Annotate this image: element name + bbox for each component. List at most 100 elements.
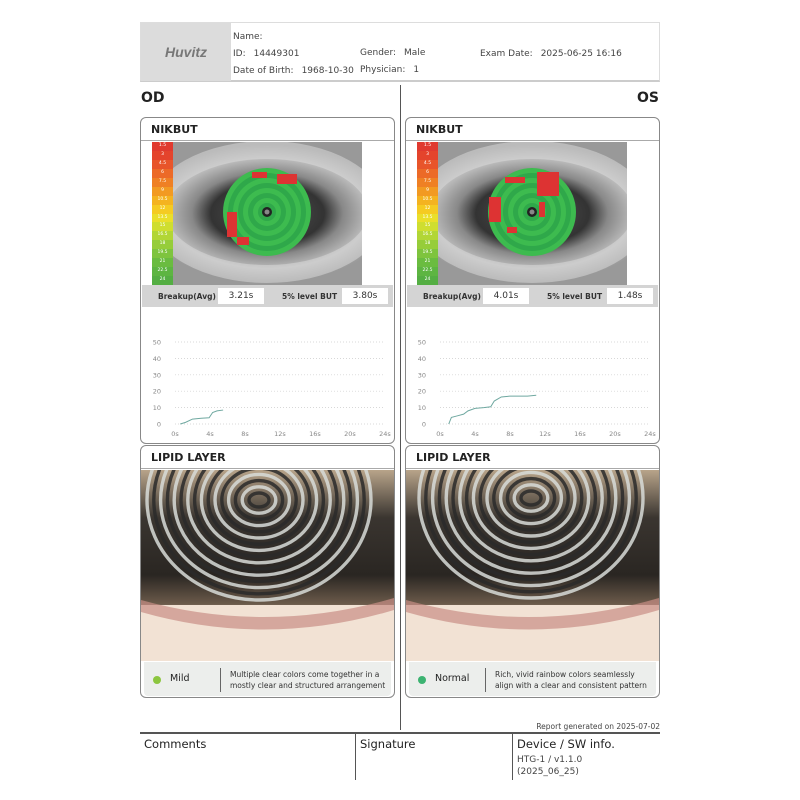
x-tick-label: 4s (471, 430, 479, 438)
x-tick-label: 24s (379, 430, 391, 438)
colorbar-step: 24 (417, 276, 438, 285)
colorbar-step: 4.5 (152, 159, 173, 169)
huvitz-logo: Huvitz (141, 23, 231, 81)
gender-label: Gender: (360, 48, 397, 58)
colorbar-step: 6 (152, 168, 173, 178)
physician-field: Physician: 1 (360, 65, 419, 75)
colorbar-step: 19.5 (152, 249, 173, 259)
x-tick-label: 16s (574, 430, 586, 438)
x-tick-label: 20s (344, 430, 356, 438)
breakup-curve (180, 409, 224, 425)
os-lipid-panel: LIPID LAYER Normal Rich, vivid rainbow c… (405, 445, 660, 698)
od-nikbut-image: 1.5 3 4.5 6 7.5 9 10.5 12 13.5 15 16.5 18 19.5 21 22.5… (152, 142, 362, 285)
colorbar-step: 10.5 (152, 195, 173, 205)
physician-value: 1 (413, 65, 420, 75)
comments-cell[interactable]: Comments (140, 734, 355, 780)
name-label: Name: (233, 32, 263, 42)
os-nikbut-stats: Breakup(Avg) 4.01s 5% level BUT 1.48s (407, 285, 658, 307)
report-generated: Report generated on 2025-07-02 (536, 722, 660, 731)
y-tick-label: 40 (418, 355, 426, 363)
y-tick-label: 20 (418, 388, 426, 396)
y-tick-label: 30 (418, 371, 426, 379)
device-info-cell: Device / SW info. HTG-1 / v1.1.0 (2025_06… (512, 734, 660, 780)
dob-field: Date of Birth: 1968-10-30 (233, 66, 354, 76)
id-label: ID: (233, 49, 246, 59)
od-lipid-panel: LIPID LAYER Mild Multiple clear colors c… (140, 445, 395, 698)
colorbar-step: 21 (152, 258, 173, 268)
grade-description: Multiple clear colors come together in a… (230, 670, 386, 690)
footer-table: Comments Signature Device / SW info. HTG… (140, 732, 660, 780)
colorbar-step: 9 (152, 186, 173, 196)
x-tick-label: 8s (506, 430, 514, 438)
id-field: ID: 14449301 (233, 49, 299, 59)
x-tick-label: 4s (206, 430, 214, 438)
gender-value: Male (404, 48, 426, 58)
x-tick-label: 12s (274, 430, 286, 438)
colorbar-step: 12 (152, 204, 173, 214)
x-tick-label: 12s (539, 430, 551, 438)
x-tick-label: 0s (171, 430, 179, 438)
device-build-date: (2025_06_25) (517, 767, 579, 777)
colorbar-step: 19.5 (417, 249, 438, 259)
colorbar-step: 18 (152, 240, 173, 250)
colorbar-step: 3 (152, 150, 173, 160)
os-nikbut-panel: NIKBUT 1.5 3 4.5 6 7.5 9 10.5 12 13.5 15 16.5 18 19.… (405, 117, 660, 444)
y-tick-label: 50 (153, 339, 161, 347)
x-tick-label: 24s (644, 430, 656, 438)
od-label: OD (141, 90, 165, 106)
signature-cell[interactable]: Signature (355, 734, 512, 780)
colorbar-step: 22.5 (152, 267, 173, 277)
os-nikbut-image: 1.5 3 4.5 6 7.5 9 10.5 12 13.5 15 16.5 18 19.5 21 22.5… (417, 142, 627, 285)
breakup-curve (448, 394, 537, 425)
os-label: OS (637, 90, 659, 106)
colorbar-step: 18 (417, 240, 438, 250)
od-lipid-image (141, 446, 394, 661)
colorbar-legend: 1.5 3 4.5 6 7.5 9 10.5 12 13.5 15 16.5 18 19.5 21 22.5… (417, 142, 438, 285)
y-tick-label: 50 (418, 339, 426, 347)
od-nikbut-stats: Breakup(Avg) 3.21s 5% level BUT 3.80s (142, 285, 393, 307)
tear-breakup-map (152, 142, 362, 283)
colorbar-step: 15 (417, 222, 438, 232)
y-tick-label: 0 (422, 421, 426, 429)
grade-dot-icon (418, 676, 426, 684)
lipid-interference-rings (141, 446, 394, 661)
dob-value: 1968-10-30 (301, 66, 354, 76)
od-lipid-grade: Mild Multiple clear colors come together… (144, 662, 391, 696)
grade-description: Rich, vivid rainbow colors seamlessly al… (495, 670, 647, 690)
nikbut-title: NIKBUT (406, 118, 659, 141)
breakup-avg-value: 4.01s (483, 288, 529, 304)
patient-header: Huvitz Name: ID: 14449301 Date of Birth: 1… (140, 22, 660, 82)
x-tick-label: 0s (436, 430, 444, 438)
colorbar-step: 9 (417, 186, 438, 196)
exam-date-value: 2025-06-25 16:16 (540, 49, 622, 59)
signature-label: Signature (360, 737, 416, 751)
colorbar-step: 10.5 (417, 195, 438, 205)
os-lipid-image (406, 446, 659, 661)
od-nikbut-panel: NIKBUT 1.5 3 4.5 6 7.5 9 10.5 12 13.5 15 16.5 18 19.… (140, 117, 395, 444)
y-tick-label: 40 (153, 355, 161, 363)
level-but-label: 5% level BUT (547, 292, 603, 301)
breakup-avg-label: Breakup(Avg) (158, 292, 216, 301)
separator (485, 668, 486, 692)
breakup-region (489, 172, 559, 233)
grade-label: Normal (435, 673, 470, 684)
os-lipid-grade: Normal Rich, vivid rainbow colors seamle… (409, 662, 656, 696)
colorbar-step: 22.5 (417, 267, 438, 277)
colorbar-step: 4.5 (417, 159, 438, 169)
device-info-title: Device / SW info. (517, 737, 615, 751)
tear-breakup-map (417, 142, 627, 283)
colorbar-step: 13.5 (152, 213, 173, 223)
lipid-title: LIPID LAYER (406, 446, 659, 469)
colorbar-step: 6 (417, 168, 438, 178)
physician-label: Physician: (360, 65, 406, 75)
exam-date-field: Exam Date: 2025-06-25 16:16 (480, 49, 622, 59)
name-field: Name: (233, 32, 271, 42)
colorbar-step: 16.5 (152, 231, 173, 241)
lipid-title: LIPID LAYER (141, 446, 394, 469)
x-tick-label: 8s (241, 430, 249, 438)
colorbar-step: 1.5 (152, 142, 173, 151)
breakup-avg-label: Breakup(Avg) (423, 292, 481, 301)
colorbar-step: 21 (417, 258, 438, 268)
colorbar-step: 7.5 (417, 177, 438, 187)
y-tick-label: 10 (418, 404, 426, 412)
